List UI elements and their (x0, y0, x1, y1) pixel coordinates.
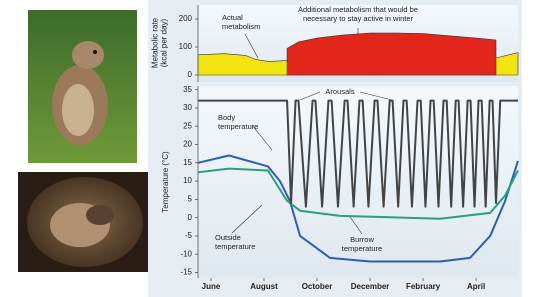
y-tick-label: 10 (183, 176, 192, 185)
annotation: necessary to stay active in winter (303, 14, 414, 23)
y-tick-label: 0 (188, 213, 193, 222)
x-tick-label: October (302, 282, 333, 291)
area (287, 33, 496, 75)
x-tick-label: June (202, 282, 221, 291)
annotation: temperature (342, 244, 382, 253)
annotation: Body (218, 113, 235, 122)
y-tick-label: 100 (179, 42, 193, 51)
annotation: Arousals (325, 87, 354, 96)
annotation: temperature (215, 242, 255, 251)
figure: 0100200Metabolic rate(kcal per day)Actua… (0, 0, 535, 297)
y-tick-label: 0 (188, 70, 193, 79)
y-tick-label: 200 (179, 14, 193, 23)
annotation: Burrow (350, 235, 374, 244)
y-axis-label: (kcal per day) (160, 18, 169, 67)
annotation: metabolism (222, 22, 260, 31)
annotation: Actual (222, 13, 243, 22)
x-tick-label: December (351, 282, 390, 291)
annotation: temperature (218, 122, 258, 131)
y-axis-label: Metabolic rate (151, 17, 160, 68)
y-tick-label: -15 (180, 268, 192, 277)
page: {"chart_data": [ {"type": "area", "ylabe… (0, 0, 535, 297)
y-tick-label: 5 (188, 194, 193, 203)
y-tick-label: 30 (183, 103, 192, 112)
y-axis-label: Temperature (°C) (161, 151, 170, 213)
x-tick-label: April (467, 282, 485, 291)
y-tick-label: 35 (183, 85, 192, 94)
annotation: Outside (215, 233, 241, 242)
y-tick-label: 25 (183, 121, 192, 130)
x-tick-label: February (406, 282, 441, 291)
photo-squirrel (28, 10, 137, 163)
y-tick-label: -10 (180, 249, 192, 258)
y-tick-label: 20 (183, 140, 192, 149)
y-tick-label: 15 (183, 158, 192, 167)
photo-hibernating (18, 172, 153, 272)
annotation: Additional metabolism that would be (298, 5, 418, 14)
y-tick-label: -5 (185, 231, 193, 240)
x-tick-label: August (250, 282, 278, 291)
